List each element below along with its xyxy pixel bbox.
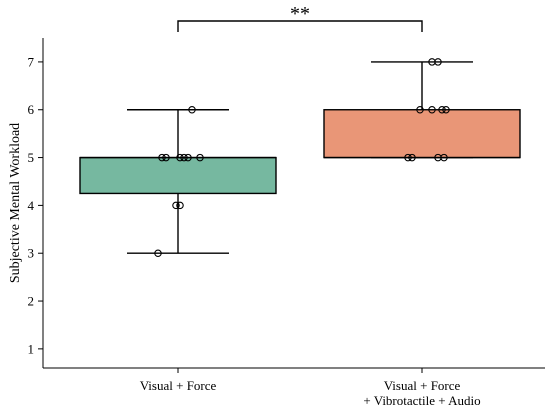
- data-point: [176, 153, 184, 162]
- data-point: [196, 153, 204, 162]
- y-tick-label: 2: [28, 294, 35, 309]
- x-ticks: Visual + Force Visual + Force+ Vibrotacti…: [140, 368, 481, 408]
- y-ticks: 1 2 3 4 5 6 7: [28, 54, 43, 356]
- data-point: [408, 153, 416, 162]
- data-point: [176, 201, 184, 210]
- data-point: [404, 153, 412, 162]
- data-point: [162, 153, 170, 162]
- data-point: [428, 105, 436, 114]
- data-point: [188, 105, 196, 114]
- data-point: [434, 58, 442, 66]
- significance-bracket: **: [177, 3, 423, 32]
- box: [79, 156, 277, 195]
- data-point: [416, 105, 424, 114]
- y-tick-label: 3: [28, 246, 35, 261]
- y-tick-label: 7: [28, 54, 35, 69]
- box: [323, 109, 521, 159]
- data-point: [180, 153, 188, 162]
- y-tick-label: 5: [28, 150, 35, 165]
- data-point: [440, 153, 448, 162]
- data-point: [172, 201, 180, 210]
- x-tick-label: Visual + Force: [384, 378, 461, 393]
- data-point: [442, 105, 450, 114]
- significance-label: **: [290, 3, 310, 25]
- boxes: [79, 61, 521, 254]
- axes: [42, 38, 545, 369]
- x-tick-label: Visual + Force: [140, 378, 217, 393]
- data-point: [184, 153, 192, 162]
- data-point: [438, 105, 446, 114]
- y-axis-label: Subjective Mental Workload: [8, 123, 23, 283]
- bracket-line: [177, 20, 423, 32]
- box-group: [79, 109, 277, 254]
- y-tick-label: 1: [28, 341, 35, 356]
- data-point: [158, 153, 166, 162]
- y-tick-label: 4: [28, 198, 35, 213]
- box-group: [323, 61, 521, 159]
- data-points: [154, 58, 450, 257]
- data-point: [154, 249, 162, 257]
- y-tick-label: 6: [28, 102, 35, 117]
- x-tick-label: + Vibrotactile + Audio: [363, 393, 480, 408]
